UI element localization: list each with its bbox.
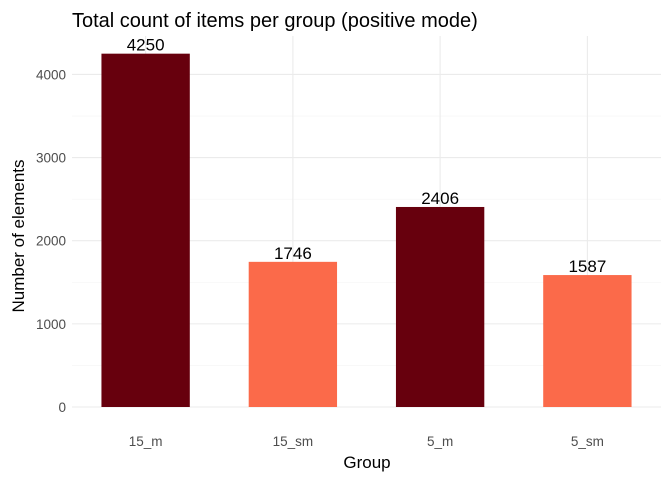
x-tick-label: 5_sm bbox=[571, 434, 604, 449]
y-axis-title: Number of elements bbox=[9, 159, 28, 312]
data-label-5_m: 2406 bbox=[421, 189, 459, 208]
chart-title: Total count of items per group (positive… bbox=[72, 10, 478, 32]
data-labels: 4250 1746 2406 1587 bbox=[127, 36, 607, 276]
bar-15_m bbox=[101, 53, 190, 408]
y-tick-label: 4000 bbox=[36, 67, 66, 82]
y-tick-label: 2000 bbox=[36, 234, 66, 249]
bar-5_sm bbox=[543, 275, 632, 407]
y-tick-label: 3000 bbox=[36, 151, 66, 166]
data-label-15_m: 4250 bbox=[127, 36, 165, 55]
y-tick-label: 1000 bbox=[36, 317, 66, 332]
y-axis-ticks: 0 1000 2000 3000 4000 bbox=[36, 67, 66, 415]
bar-5_m bbox=[395, 206, 485, 407]
x-tick-label: 5_m bbox=[427, 434, 453, 449]
x-axis-title: Group bbox=[343, 453, 390, 472]
data-label-15_sm: 1746 bbox=[274, 244, 312, 263]
bars bbox=[101, 53, 632, 408]
x-axis-ticks: 15_m 15_sm 5_m 5_sm bbox=[129, 434, 604, 449]
x-tick-label: 15_sm bbox=[273, 434, 314, 449]
y-tick-label: 0 bbox=[58, 400, 66, 415]
x-tick-label: 15_m bbox=[129, 434, 163, 449]
data-label-5_sm: 1587 bbox=[568, 257, 606, 276]
bar-15_sm bbox=[248, 261, 338, 407]
